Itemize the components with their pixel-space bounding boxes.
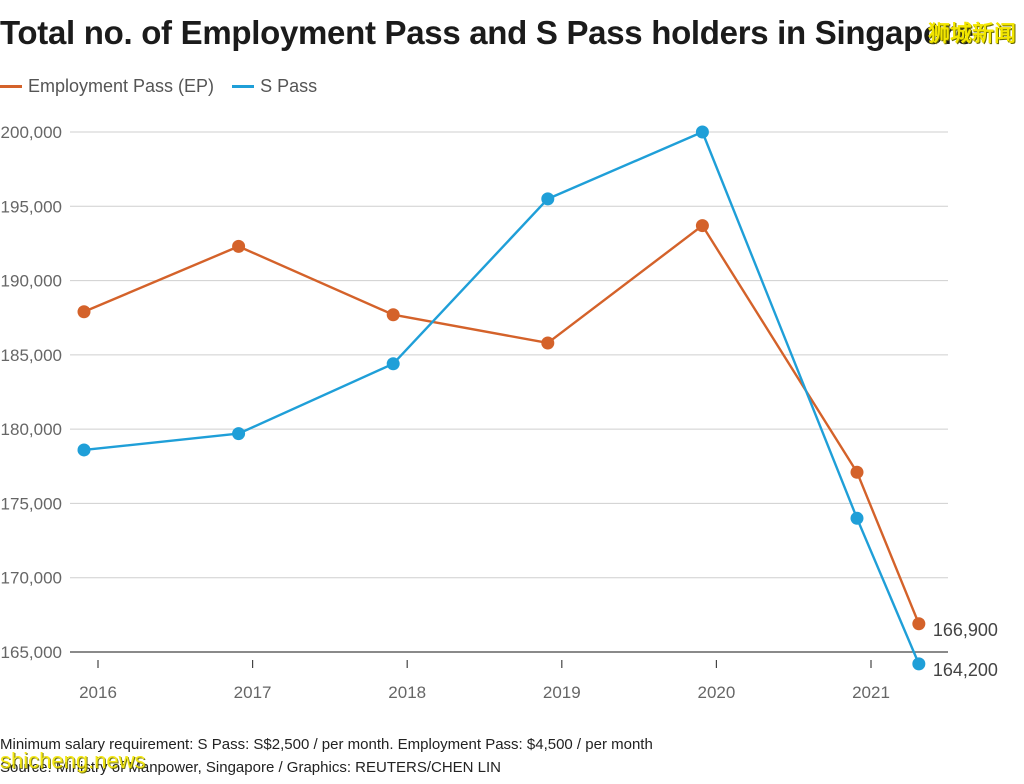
x-tick-label: 2019: [543, 683, 581, 702]
y-tick-label: 190,000: [1, 272, 62, 291]
data-point-ep: [912, 617, 926, 631]
footnote: Minimum salary requirement: S Pass: S$2,…: [0, 736, 653, 753]
x-tick-label: 2020: [697, 683, 735, 702]
data-point-spass: [77, 443, 91, 457]
series-line-ep: [83, 224, 920, 625]
end-label-ep: 166,900: [933, 620, 998, 640]
data-point-ep: [77, 305, 91, 319]
data-point-ep: [695, 219, 709, 233]
x-tick-label: 2018: [388, 683, 426, 702]
line-chart: 165,000 170,000 175,000 180,000 185,000 190,0…: [1, 123, 998, 702]
y-tick-label: 180,000: [1, 420, 62, 439]
legend-item-spass: S Pass: [232, 76, 317, 97]
data-point-ep: [232, 239, 246, 253]
x-tick-label: 2016: [79, 683, 117, 702]
legend-swatch-ep: [0, 85, 22, 88]
data-point-spass: [912, 657, 926, 671]
series-line-spass: [83, 130, 920, 665]
data-point-spass: [850, 511, 864, 525]
legend-label-spass: S Pass: [260, 76, 318, 96]
watermark-top: 狮城新闻: [927, 21, 1016, 46]
data-point-spass: [232, 427, 246, 441]
data-point-spass: [695, 125, 709, 139]
legend-label-ep: Employment Pass (EP): [28, 76, 215, 96]
y-tick-label: 200,000: [1, 123, 62, 142]
data-point-ep: [386, 308, 400, 322]
data-point-spass: [541, 192, 555, 206]
y-tick-label: 175,000: [1, 494, 62, 513]
x-tick-label: 2017: [234, 683, 272, 702]
chart-title: Total no. of Employment Pass and S Pass …: [0, 14, 974, 51]
legend: Employment Pass (EP) S Pass: [0, 76, 335, 97]
data-point-spass: [386, 357, 400, 371]
y-tick-label: 195,000: [1, 197, 62, 216]
data-point-ep: [850, 465, 864, 479]
y-tick-label: 185,000: [1, 346, 62, 365]
y-tick-label: 165,000: [1, 643, 62, 662]
legend-swatch-spass: [232, 85, 255, 88]
y-tick-label: 170,000: [1, 569, 62, 588]
data-point-ep: [541, 336, 555, 350]
legend-item-ep: Employment Pass (EP): [0, 76, 214, 97]
source-credit: Source: Ministry of Manpower, Singapore …: [0, 759, 502, 776]
watermark-bottom: shicheng.news: [0, 748, 146, 773]
x-tick-label: 2021: [852, 683, 890, 702]
end-label-spass: 164,200: [933, 660, 998, 680]
